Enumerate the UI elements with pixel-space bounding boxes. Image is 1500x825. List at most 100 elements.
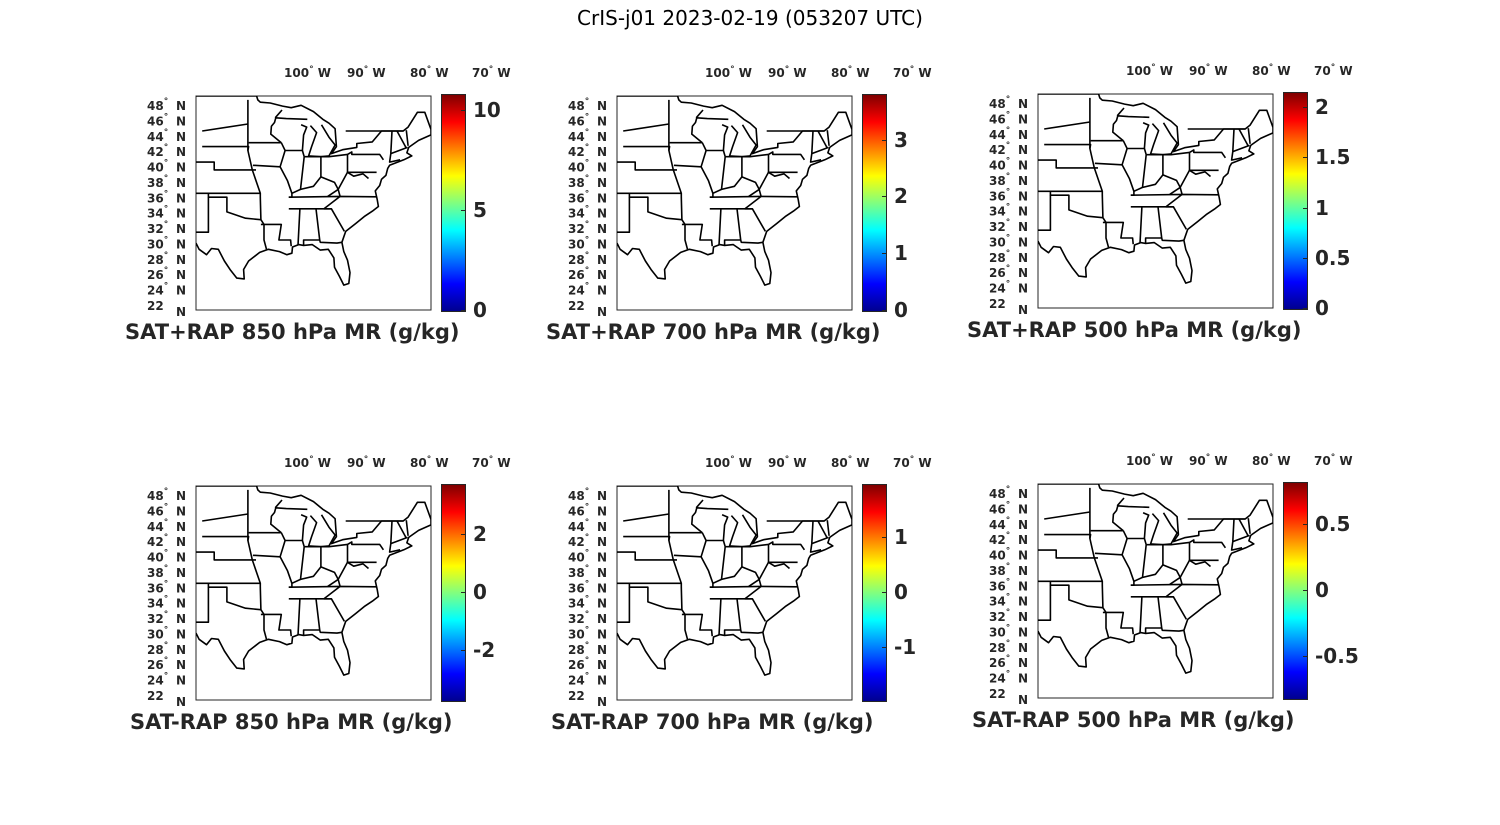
lat-label: 44° N bbox=[989, 516, 1028, 532]
state-border bbox=[1038, 585, 1052, 621]
lat-label: 42° N bbox=[147, 143, 186, 159]
lat-label: 28° N bbox=[989, 639, 1028, 655]
lat-label: 40° N bbox=[989, 547, 1028, 563]
state-border bbox=[1102, 611, 1134, 635]
lat-label: 34° N bbox=[989, 203, 1028, 219]
state-border bbox=[252, 532, 286, 558]
state-border bbox=[681, 223, 713, 247]
map-panel: 100° W 90° W 80° W 70° W 48° N 46° N 44° N 42° N 40°… bbox=[546, 60, 932, 360]
state-border bbox=[623, 513, 670, 522]
state-border bbox=[1189, 539, 1227, 549]
panel-title: SAT-RAP 850 hPa MR (g/kg) bbox=[130, 710, 453, 734]
lat-label: 30° N bbox=[568, 626, 607, 642]
lat-label: 40° N bbox=[147, 549, 186, 565]
state-border bbox=[196, 161, 256, 171]
colorbar-tick-mark bbox=[1303, 207, 1307, 209]
colorbar-tick-mark bbox=[1303, 107, 1307, 109]
state-border bbox=[202, 123, 249, 132]
lat-label: 46° N bbox=[568, 502, 607, 518]
colorbar-tick-mark bbox=[882, 310, 886, 311]
lat-label: 38° N bbox=[147, 174, 186, 190]
state-border bbox=[323, 195, 341, 210]
state-border bbox=[1089, 487, 1110, 638]
lon-label: 90° W bbox=[347, 65, 386, 80]
state-border bbox=[260, 613, 292, 637]
state-border bbox=[300, 124, 308, 151]
colorbar-tick-mark bbox=[461, 592, 465, 593]
lon-label: 90° W bbox=[768, 455, 807, 470]
state-border bbox=[270, 117, 308, 144]
coastline bbox=[1038, 94, 1273, 284]
lon-label: 80° W bbox=[1252, 63, 1291, 78]
state-border bbox=[739, 629, 764, 634]
lat-label: 40° N bbox=[989, 157, 1028, 173]
state-border bbox=[721, 566, 762, 587]
lat-label: 36° N bbox=[989, 577, 1028, 593]
state-border bbox=[1189, 149, 1227, 159]
coastline bbox=[617, 96, 852, 286]
lat-label: 42° N bbox=[568, 143, 607, 159]
lat-label: 30° N bbox=[147, 626, 186, 642]
lat-label: 32° N bbox=[147, 220, 186, 236]
colorbar-tick-mark bbox=[1303, 590, 1307, 591]
state-border bbox=[347, 541, 385, 551]
map-svg: 100° W 90° W 80° W 70° W 48° N46° N44° N42° N40°… bbox=[989, 453, 1353, 707]
colorbar-tick-label: -0.5 bbox=[1315, 643, 1359, 668]
state-border bbox=[1116, 107, 1125, 117]
state-border bbox=[1158, 206, 1188, 230]
state-border bbox=[809, 130, 822, 163]
state-border bbox=[327, 561, 370, 588]
state-border bbox=[270, 507, 308, 534]
colorbar-tick-label: 0 bbox=[473, 580, 487, 604]
lat-label: 42° N bbox=[989, 531, 1028, 547]
state-border bbox=[721, 124, 729, 151]
state-border bbox=[809, 520, 822, 553]
lat-label: 44° N bbox=[147, 128, 186, 144]
colorbar-tick-mark bbox=[882, 139, 886, 141]
state-border bbox=[388, 520, 401, 553]
lat-label: 30° N bbox=[989, 624, 1028, 640]
state-border bbox=[396, 130, 408, 149]
state-border bbox=[768, 541, 806, 551]
state-border bbox=[405, 520, 409, 536]
state-border bbox=[691, 507, 729, 534]
colorbar-tick-mark bbox=[461, 533, 465, 535]
colorbar-tick-label: 0.5 bbox=[1315, 512, 1351, 537]
colorbar-tick-label: 0 bbox=[894, 580, 908, 604]
colorbar-tick-label: 0 bbox=[1315, 578, 1329, 602]
state-border bbox=[695, 109, 704, 119]
lat-label: 32° N bbox=[568, 220, 607, 236]
colorbar-tick-mark bbox=[882, 647, 886, 649]
lat-label: 28° N bbox=[568, 641, 607, 657]
coastline bbox=[1038, 484, 1273, 674]
state-border bbox=[1141, 596, 1163, 634]
lat-label: 42° N bbox=[989, 141, 1028, 157]
state-border bbox=[1089, 97, 1110, 248]
colorbar-tick-mark bbox=[1303, 157, 1307, 159]
lat-label: 28° N bbox=[989, 249, 1028, 265]
state-border bbox=[1049, 191, 1103, 219]
lon-label: 100° W bbox=[284, 65, 331, 80]
state-border bbox=[737, 598, 767, 622]
lat-label: 26° N bbox=[989, 654, 1028, 670]
state-border bbox=[1238, 518, 1250, 537]
state-border bbox=[691, 117, 729, 144]
lat-label: 44° N bbox=[568, 128, 607, 144]
state-border bbox=[1247, 128, 1251, 144]
colorbar bbox=[1283, 92, 1308, 310]
colorbar bbox=[441, 484, 466, 702]
map-panel: 100° W 90° W 80° W 70° W 48° N 46° N 44° N 42° N 40°… bbox=[125, 450, 511, 750]
lat-label: 34° N bbox=[568, 595, 607, 611]
lon-label: 80° W bbox=[831, 455, 870, 470]
lat-label: 32° N bbox=[989, 608, 1028, 624]
state-border bbox=[1038, 195, 1052, 231]
lat-label: 28° N bbox=[568, 251, 607, 267]
state-border bbox=[811, 536, 829, 545]
colorbar-tick-label: 0 bbox=[1315, 296, 1329, 320]
coastline bbox=[196, 486, 431, 676]
lon-label: 70° W bbox=[1314, 63, 1353, 78]
state-border bbox=[817, 520, 829, 539]
colorbar-tick-mark bbox=[461, 210, 465, 211]
map-svg: 100° W 90° W 80° W 70° W 48° N46° N44° N42° N40°… bbox=[568, 65, 932, 319]
state-border bbox=[1169, 169, 1212, 196]
